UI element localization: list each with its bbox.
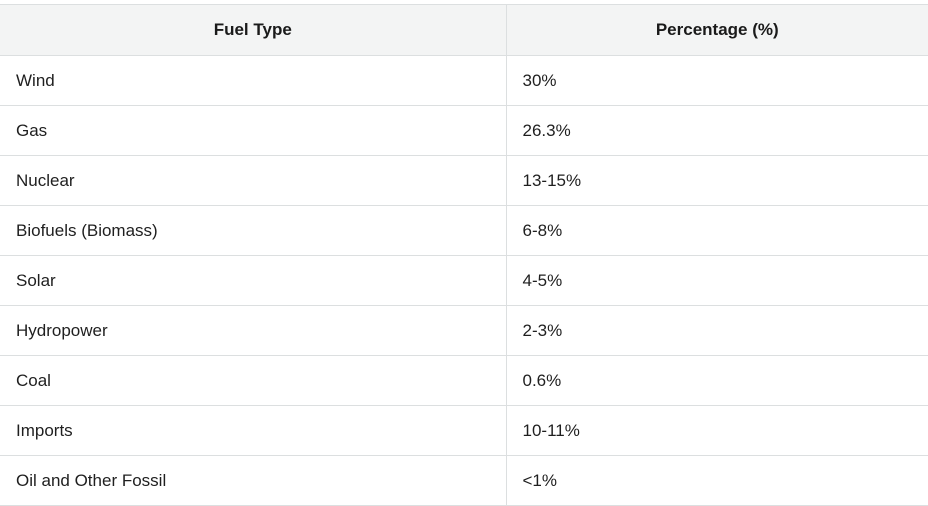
table-row: Nuclear 13-15% <box>0 155 928 206</box>
percentage-cell: 10-11% <box>505 405 928 456</box>
fuel-type-cell: Nuclear <box>0 155 506 206</box>
table-row: Hydropower 2-3% <box>0 305 928 356</box>
fuel-type-cell: Wind <box>0 55 506 106</box>
table-header-row: Fuel Type Percentage (%) <box>0 4 928 56</box>
table-row: Biofuels (Biomass) 6-8% <box>0 205 928 256</box>
header-fuel-type: Fuel Type <box>0 4 506 56</box>
fuel-type-cell: Coal <box>0 355 506 406</box>
fuel-mix-table-container: Fuel Type Percentage (%) Wind 30% Gas 26… <box>0 4 928 506</box>
percentage-cell: <1% <box>505 455 928 506</box>
fuel-type-cell: Oil and Other Fossil <box>0 455 506 506</box>
table-row: Coal 0.6% <box>0 355 928 406</box>
percentage-cell: 6-8% <box>505 205 928 256</box>
fuel-type-cell: Solar <box>0 255 506 306</box>
percentage-cell: 2-3% <box>505 305 928 356</box>
percentage-cell: 4-5% <box>505 255 928 306</box>
table-row: Solar 4-5% <box>0 255 928 306</box>
table-row: Gas 26.3% <box>0 105 928 156</box>
percentage-cell: 30% <box>505 55 928 106</box>
percentage-cell: 26.3% <box>505 105 928 156</box>
table-row: Imports 10-11% <box>0 405 928 456</box>
fuel-type-cell: Hydropower <box>0 305 506 356</box>
fuel-type-cell: Imports <box>0 405 506 456</box>
fuel-mix-table: Fuel Type Percentage (%) Wind 30% Gas 26… <box>0 4 928 506</box>
percentage-cell: 0.6% <box>505 355 928 406</box>
table-row: Oil and Other Fossil <1% <box>0 455 928 506</box>
fuel-type-cell: Biofuels (Biomass) <box>0 205 506 256</box>
percentage-cell: 13-15% <box>505 155 928 206</box>
fuel-type-cell: Gas <box>0 105 506 156</box>
table-row: Wind 30% <box>0 55 928 106</box>
header-percentage: Percentage (%) <box>505 4 928 56</box>
